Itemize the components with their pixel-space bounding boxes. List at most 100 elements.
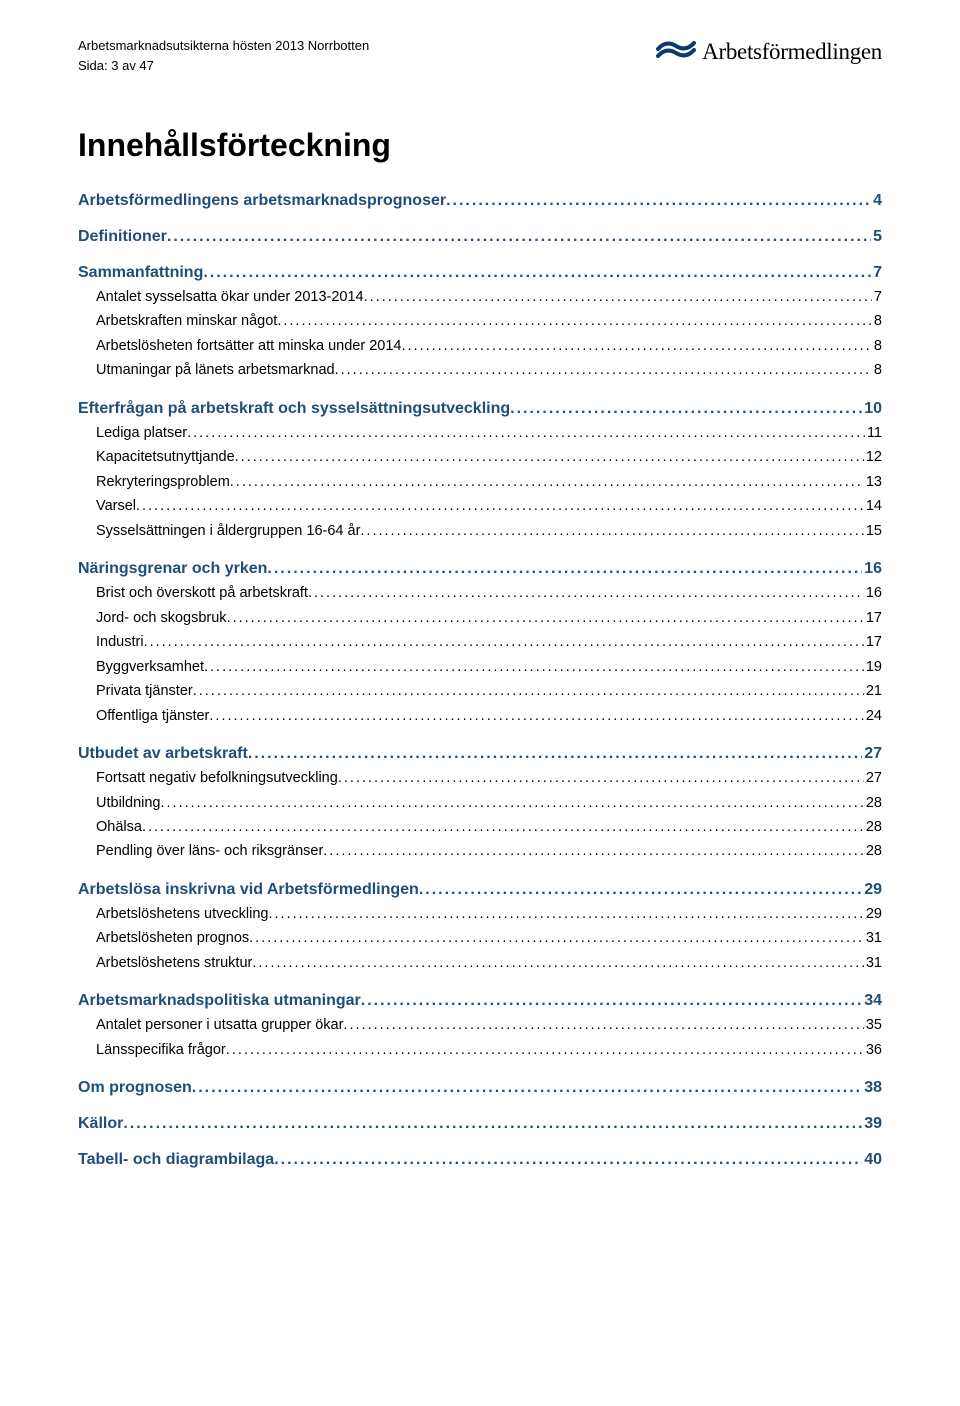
toc-entry[interactable]: Arbetsmarknadspolitiska utmaningar 34 [78,992,882,1010]
toc-entry[interactable]: Ohälsa 28 [96,816,882,838]
toc-entry[interactable]: Pendling över läns- och riksgränser 28 [96,840,882,862]
toc-entry-page: 17 [864,631,882,653]
toc-entry-page: 8 [872,359,882,381]
toc-entry[interactable]: Källor 39 [78,1115,882,1133]
toc-entry-label: Sysselsättningen i åldergruppen 16-64 år [96,520,360,542]
toc-entry-label: Arbetslöshetens utveckling [96,903,269,925]
toc-entry-label: Antalet sysselsatta ökar under 2013-2014 [96,286,364,308]
toc-leader-dots [192,1079,862,1097]
toc-entry-label: Jord- och skogsbruk [96,607,227,629]
toc-entry[interactable]: Arbetslöshetens struktur 31 [96,952,882,974]
toc-entry-label: Källor [78,1115,123,1133]
toc-entry-page: 17 [864,607,882,629]
toc-leader-dots [230,471,864,493]
toc-entry[interactable]: Sysselsättningen i åldergruppen 16-64 år… [96,520,882,542]
toc-entry-label: Arbetslösheten prognos [96,927,249,949]
toc-entry-label: Arbetslösa inskrivna vid Arbetsförmedlin… [78,881,419,899]
toc-entry-label: Definitioner [78,228,167,246]
toc-leader-dots [167,228,871,246]
toc-entry-label: Utbudet av arbetskraft [78,745,248,763]
toc-entry-label: Efterfrågan på arbetskraft och sysselsät… [78,400,510,418]
toc-entry[interactable]: Arbetslösa inskrivna vid Arbetsförmedlin… [78,881,882,899]
toc-entry-label: Privata tjänster [96,680,193,702]
toc-leader-dots [226,1039,864,1061]
toc-entry[interactable]: Utbildning 28 [96,792,882,814]
toc-leader-dots [510,400,862,418]
toc-entry[interactable]: Brist och överskott på arbetskraft 16 [96,582,882,604]
toc-entry[interactable]: Byggverksamhet 19 [96,656,882,678]
toc-entry[interactable]: Tabell- och diagrambilaga 40 [78,1151,882,1169]
toc-entry[interactable]: Fortsatt negativ befolkningsutveckling 2… [96,767,882,789]
toc-leader-dots [136,495,864,517]
toc-entry-label: Om prognosen [78,1079,192,1097]
toc-entry-label: Näringsgrenar och yrken [78,560,267,578]
toc-entry[interactable]: Antalet personer i utsatta grupper ökar … [96,1014,882,1036]
toc-entry-page: 28 [864,792,882,814]
toc-entry-page: 19 [864,656,882,678]
toc-entry[interactable]: Arbetslösheten fortsätter att minska und… [96,335,882,357]
toc-entry-page: 15 [864,520,882,542]
toc-entry[interactable]: Utmaningar på länets arbetsmarknad 8 [96,359,882,381]
toc-entry[interactable]: Arbetskraften minskar något 8 [96,310,882,332]
toc-entry-label: Antalet personer i utsatta grupper ökar [96,1014,343,1036]
toc-leader-dots [335,359,872,381]
toc-entry[interactable]: Utbudet av arbetskraft 27 [78,745,882,763]
toc-entry[interactable]: Lediga platser 11 [96,422,882,444]
toc-entry[interactable]: Definitioner 5 [78,228,882,246]
toc-entry[interactable]: Efterfrågan på arbetskraft och sysselsät… [78,400,882,418]
toc-entry-page: 38 [862,1079,882,1097]
toc-entry-page: 27 [864,767,882,789]
toc-entry[interactable]: Sammanfattning 7 [78,264,882,282]
toc-entry[interactable]: Antalet sysselsatta ökar under 2013-2014… [96,286,882,308]
toc-entry-page: 13 [864,471,882,493]
toc-entry-page: 8 [872,310,882,332]
toc-leader-dots [274,1151,862,1169]
toc-leader-dots [360,520,863,542]
toc-leader-dots [227,607,864,629]
toc-entry-page: 34 [862,992,882,1010]
toc-entry-label: Fortsatt negativ befolkningsutveckling [96,767,338,789]
toc-entry-page: 35 [864,1014,882,1036]
header-meta: Arbetsmarknadsutsikterna hösten 2013 Nor… [78,36,369,75]
toc-entry-page: 24 [864,705,882,727]
toc-entry[interactable]: Industri 17 [96,631,882,653]
toc-leader-dots [144,631,864,653]
toc-entry[interactable]: Privata tjänster 21 [96,680,882,702]
toc-entry[interactable]: Arbetsförmedlingens arbetsmarknadsprogno… [78,192,882,210]
toc-title: Innehållsförteckning [78,127,882,164]
toc-leader-dots [338,767,864,789]
toc-leader-dots [277,310,872,332]
toc-entry-label: Rekryteringsproblem [96,471,230,493]
toc-entry[interactable]: Kapacitetsutnyttjande 12 [96,446,882,468]
toc-leader-dots [252,952,864,974]
toc-leader-dots [308,582,864,604]
toc-leader-dots [161,792,864,814]
toc-entry-label: Arbetsmarknadspolitiska utmaningar [78,992,361,1010]
toc-leader-dots [446,192,871,210]
toc-entry-page: 21 [864,680,882,702]
toc-entry-label: Länsspecifika frågor [96,1039,226,1061]
toc-leader-dots [361,992,862,1010]
toc-entry[interactable]: Offentliga tjänster 24 [96,705,882,727]
toc-entry-label: Arbetsförmedlingens arbetsmarknadsprogno… [78,192,446,210]
toc-entry-page: 7 [872,286,882,308]
toc-entry[interactable]: Länsspecifika frågor 36 [96,1039,882,1061]
toc-entry[interactable]: Jord- och skogsbruk 17 [96,607,882,629]
toc-entry-label: Arbetslöshetens struktur [96,952,252,974]
toc-entry-page: 14 [864,495,882,517]
toc-entry[interactable]: Arbetslöshetens utveckling 29 [96,903,882,925]
toc-leader-dots [323,840,864,862]
toc-leader-dots [187,422,865,444]
toc-entry[interactable]: Näringsgrenar och yrken 16 [78,560,882,578]
toc-entry[interactable]: Varsel 14 [96,495,882,517]
toc-entry-page: 29 [862,881,882,899]
toc-entry-page: 28 [864,840,882,862]
toc-leader-dots [419,881,862,899]
toc-entry-page: 16 [864,582,882,604]
toc-entry[interactable]: Rekryteringsproblem 13 [96,471,882,493]
toc-entry-page: 31 [864,952,882,974]
toc-entry[interactable]: Arbetslösheten prognos 31 [96,927,882,949]
document-title: Arbetsmarknadsutsikterna hösten 2013 Nor… [78,36,369,56]
toc-entry[interactable]: Om prognosen 38 [78,1079,882,1097]
toc-entry-label: Industri [96,631,144,653]
